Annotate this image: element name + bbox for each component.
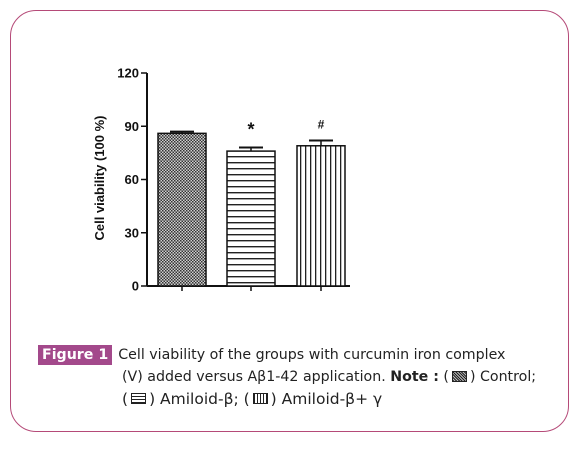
caption-line-3: ( ) Amiloid-β; ( ) Amiloid-β+ γ: [38, 388, 558, 410]
amyloid-swatch-icon: [131, 393, 147, 404]
caption-text-1: Cell viability of the groups with curcum…: [118, 347, 506, 363]
control-label: ) Control;: [469, 369, 537, 385]
y-tick-label: 60: [125, 172, 139, 187]
figure-badge: Figure 1: [38, 345, 113, 365]
caption-line-1: Figure 1 Cell viability of the groups wit…: [38, 344, 558, 366]
note-open: (: [443, 369, 449, 385]
bar: [157, 132, 207, 287]
line3-open: (: [122, 390, 129, 408]
bar: [226, 150, 276, 287]
significance-marker: *: [247, 120, 254, 140]
figure-caption: Figure 1 Cell viability of the groups wit…: [38, 344, 558, 410]
y-tick-label: 30: [125, 225, 139, 240]
y-tick-label: 120: [117, 66, 139, 81]
caption-text-2: (V) added versus Aβ1-42 application.: [122, 369, 386, 385]
amyloid-gamma-label: ) Amiloid-β+ γ: [270, 390, 383, 408]
significance-marker: #: [318, 117, 325, 131]
y-tick-label: 0: [132, 279, 139, 294]
amyloid-label: ) Amiloid-β; (: [149, 390, 250, 408]
bars: * #: [157, 117, 346, 291]
y-tick-label: 90: [125, 119, 139, 134]
note-label: Note :: [390, 369, 439, 385]
amyloid-gamma-swatch-icon: [252, 393, 268, 404]
control-swatch-icon: [451, 370, 467, 382]
y-axis-label: Cell viability (100 %): [92, 116, 107, 241]
bar: [296, 145, 346, 287]
caption-line-2: (V) added versus Aβ1-42 application. Not…: [38, 366, 558, 388]
